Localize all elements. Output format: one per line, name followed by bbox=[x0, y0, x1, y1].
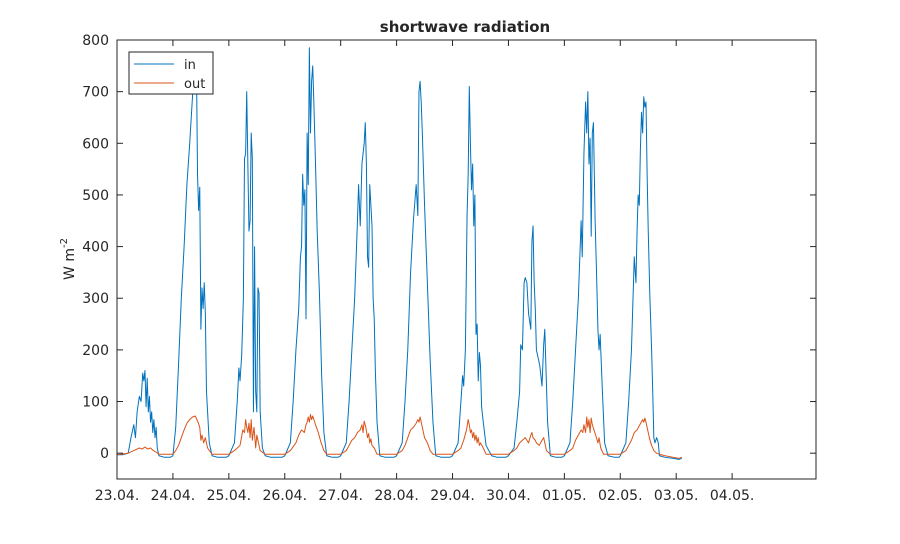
y-tick-label: 100 bbox=[82, 395, 109, 411]
x-tick-label: 24.04. bbox=[151, 488, 196, 504]
x-tick-label: 25.04. bbox=[207, 488, 252, 504]
chart-legend: in out bbox=[128, 51, 214, 95]
x-tick-label: 01.05. bbox=[542, 488, 587, 504]
y-axis-label-superscript: -2 bbox=[59, 238, 70, 248]
x-tick-label: 03.05. bbox=[654, 488, 699, 504]
series-line-out bbox=[116, 413, 682, 459]
y-tick-label: 700 bbox=[82, 85, 109, 101]
series-layer bbox=[116, 47, 682, 460]
y-tick-label: 800 bbox=[82, 33, 109, 49]
x-tick-label: 02.05. bbox=[598, 488, 643, 504]
y-axis-label-text: W m bbox=[62, 248, 78, 280]
y-tick-label: 600 bbox=[82, 136, 109, 152]
y-tick-label: 500 bbox=[82, 188, 109, 204]
x-tick-label: 28.04. bbox=[374, 488, 419, 504]
legend-label-out: out bbox=[184, 77, 205, 92]
x-tick-label: 04.05. bbox=[710, 488, 755, 504]
plot-box bbox=[116, 39, 817, 480]
y-tick-label: 200 bbox=[82, 343, 109, 359]
series-line-in bbox=[117, 47, 682, 460]
y-tick-label: 400 bbox=[82, 240, 109, 256]
axes-layer: 0 100 200 300 400 500 600 700 800 23.04. 24.04. 25.… bbox=[82, 33, 817, 504]
legend-label-in: in bbox=[184, 58, 196, 73]
x-tick-label: 23.04. bbox=[95, 488, 140, 504]
y-axis-label: W m-2 bbox=[59, 238, 78, 280]
chart-title: shortwave radiation bbox=[380, 18, 550, 36]
x-tick-label: 30.04. bbox=[486, 488, 531, 504]
x-tick-label: 26.04. bbox=[262, 488, 307, 504]
svg-text:W m-2: W m-2 bbox=[59, 238, 78, 280]
x-tick-label: 29.04. bbox=[430, 488, 475, 504]
x-tick-label: 27.04. bbox=[318, 488, 363, 504]
legend-box bbox=[128, 51, 214, 95]
y-tick-label: 300 bbox=[82, 291, 109, 307]
y-tick-label: 0 bbox=[100, 446, 109, 462]
